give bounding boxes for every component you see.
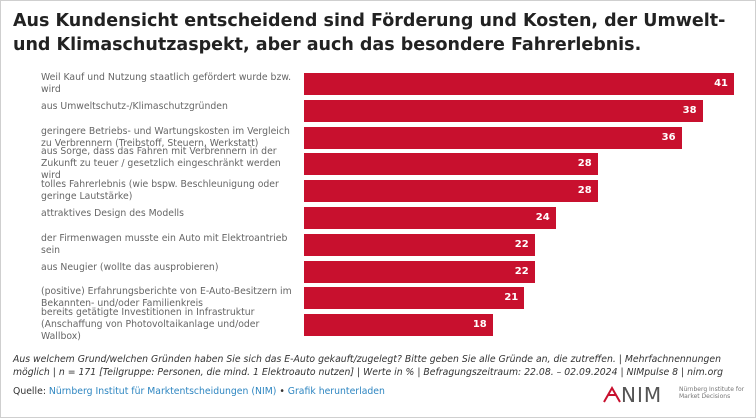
logo-icon — [603, 385, 621, 403]
value-label: 28 — [577, 185, 592, 197]
source-link[interactable]: Nürnberg Institut für Marktentscheidunge… — [48, 386, 277, 397]
value-label: 24 — [535, 212, 550, 223]
category-label: tolles Fahrerlebnis (wie bspw. Beschleun… — [41, 179, 279, 203]
bar — [304, 287, 525, 310]
bar — [304, 314, 493, 337]
source-label: Quelle: — [13, 386, 46, 397]
category-label: aus Neugier (wollte das ausprobieren) — [41, 261, 219, 273]
separator: • — [279, 386, 285, 397]
logo: NIM — [621, 383, 663, 407]
value-label: 21 — [504, 292, 519, 304]
bar — [304, 233, 535, 256]
value-label: 36 — [661, 131, 676, 143]
category-label: der Firmenwagen musste ein Auto mit Elek… — [41, 232, 288, 256]
category-label: geringere Betriebs- und Wartungskosten i… — [41, 125, 290, 149]
category-label: aus Sorge, dass das Fahren mit Verbrenne… — [41, 146, 281, 182]
source: Quelle: Nürnberg Institut für Marktentsc… — [13, 386, 385, 397]
value-label: 18 — [472, 319, 487, 331]
value-label: 41 — [714, 78, 728, 89]
value-label: 22 — [514, 265, 529, 277]
category-label: aus Umweltschutz-/Klimaschutzgründen — [41, 100, 228, 112]
value-label: 28 — [577, 158, 592, 170]
category-label: bereits getätigte Investitionen in Infra… — [41, 307, 260, 343]
bar — [304, 260, 535, 283]
category-label: Weil Kauf und Nutzung staatlich geförder… — [41, 72, 292, 95]
category-label: (positive) Erfahrungsberichte von E-Auto… — [41, 286, 292, 310]
chart-title: Aus Kundensicht entscheidend sind Förder… — [13, 11, 726, 55]
bar — [304, 207, 556, 229]
footnote: Aus welchem Grund/welchen Gründen haben … — [13, 354, 724, 378]
bar — [304, 180, 598, 203]
bar — [304, 99, 703, 122]
value-label: 22 — [514, 238, 529, 250]
download-link[interactable]: Grafik herunterladen — [287, 386, 385, 397]
bar — [304, 73, 734, 95]
logo-text: Nürnberg Institute for Market Decisions — [679, 386, 745, 400]
bar — [304, 153, 598, 176]
value-label: 38 — [682, 104, 697, 116]
category-label: attraktives Design des Modells — [41, 208, 184, 219]
bar — [304, 126, 682, 149]
